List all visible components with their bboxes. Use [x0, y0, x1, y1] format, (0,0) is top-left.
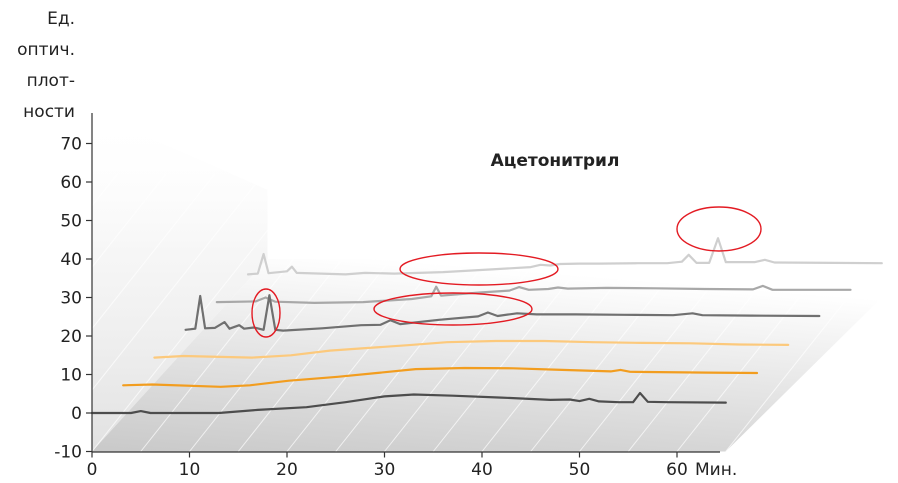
y-tick-label: 0: [71, 404, 82, 424]
x-tick-label: 40: [471, 460, 493, 480]
highlight-ellipse-left: [251, 288, 281, 338]
series-line-3: [153, 339, 790, 359]
depth-guides: [0, 173, 898, 452]
depth-guide-line: [0, 173, 118, 323]
y-axis-label-line-2: оптич.: [17, 40, 75, 60]
highlight-ellipse-mid: [373, 292, 533, 326]
depth-guide-line: [0, 173, 20, 200]
y-tick-label: 30: [60, 289, 82, 309]
y-axis-label: Ед. оптич. плот- ности: [17, 9, 75, 122]
x-axis-label: Мин.: [695, 460, 737, 480]
series-line-1: [90, 391, 727, 415]
depth-guide-line: [0, 173, 215, 446]
x-tick-label: 30: [374, 460, 396, 480]
series-line-5: [215, 284, 852, 304]
y-tick-label: 10: [60, 366, 82, 386]
perspective-floor: [0, 112, 898, 452]
peak-highlights: [251, 206, 762, 338]
x-tick-label: 60: [666, 460, 688, 480]
y-tick-label: 50: [60, 212, 82, 232]
y-tick-label: 40: [60, 250, 82, 270]
y-axis-label-line-1: Ед.: [47, 9, 75, 29]
highlight-ellipse-mid-top: [399, 252, 559, 286]
highlight-ellipse-top: [676, 206, 762, 252]
x-tick-label: 20: [276, 460, 298, 480]
series-line-4: [184, 294, 821, 332]
depth-guide-line: [335, 173, 557, 452]
chart-title: Ацетонитрил: [491, 151, 620, 171]
depth-guide-line: [774, 295, 898, 452]
y-axis-label-line-4: ности: [23, 102, 75, 122]
x-tick-label: 50: [569, 460, 591, 480]
depth-guide-line: [627, 173, 849, 452]
x-axis-ticks: 0 10 20 30 40 50 60: [87, 451, 688, 480]
depth-guide-line: [481, 173, 703, 452]
depth-guide-line: [530, 173, 752, 452]
y-axis-ticks: -10 0 10 20 30 40 50 60 70: [54, 135, 92, 463]
depth-guide-line: [676, 173, 898, 452]
depth-guide-line: [42, 173, 264, 452]
x-tick-label: 10: [179, 460, 201, 480]
depth-guide-line: [237, 173, 459, 452]
depth-guide-line: [0, 173, 69, 262]
y-axis-label-line-3: плот-: [27, 71, 75, 91]
y-tick-label: 60: [60, 173, 82, 193]
depth-guide-line: [725, 233, 898, 452]
depth-guide-line: [432, 173, 654, 452]
series-line-6: [246, 237, 883, 276]
series-traces: [90, 237, 883, 415]
y-tick-label: -10: [54, 443, 82, 463]
y-tick-label: 70: [60, 135, 82, 155]
depth-guide-line: [189, 173, 410, 452]
depth-guide-line: [384, 173, 605, 452]
depth-guide-line: [140, 173, 362, 452]
back-wall: [92, 112, 268, 452]
series-line-2: [122, 366, 759, 388]
y-tick-label: 20: [60, 327, 82, 347]
x-tick-label: 0: [87, 460, 98, 480]
depth-guide-line: [0, 173, 167, 384]
